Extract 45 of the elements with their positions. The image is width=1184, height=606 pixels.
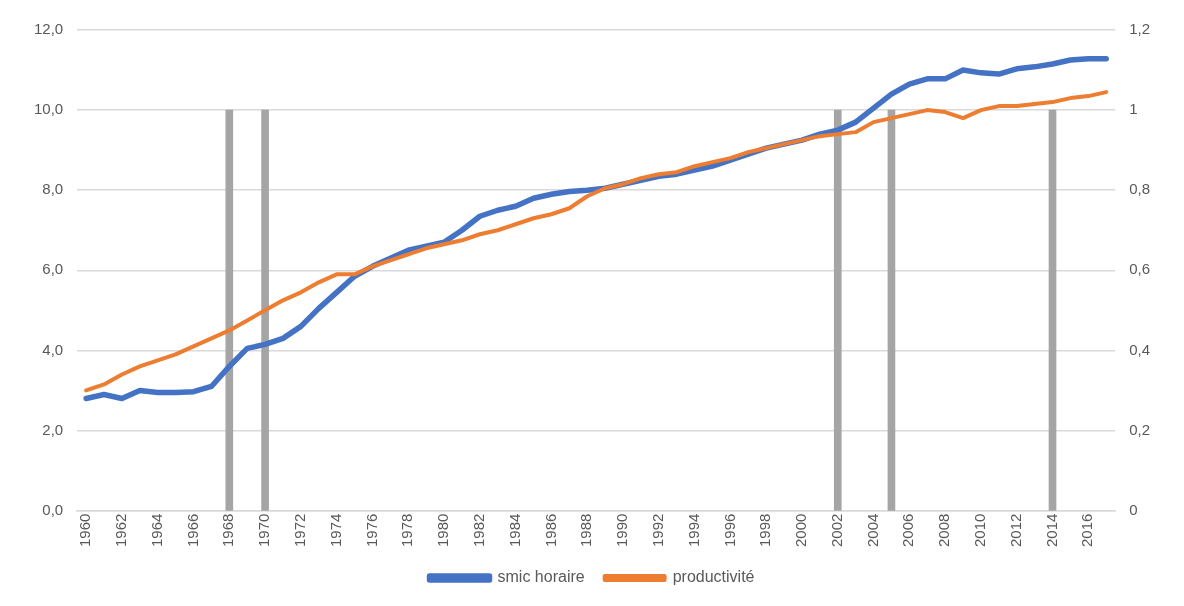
x-tick-label: 1992 (648, 513, 666, 548)
x-tick-label: 1998 (756, 513, 774, 548)
x-tick-label: 1970 (255, 513, 273, 548)
x-tick-label: 1990 (613, 513, 631, 548)
y2-tick-label: 1,2 (1129, 20, 1151, 38)
y-tick-label: 8,0 (42, 180, 64, 198)
y2-tick-label: 0,4 (1129, 340, 1151, 358)
x-tick-label: 1960 (76, 513, 94, 548)
y2-tick-label: 0,2 (1129, 420, 1151, 438)
x-tick-label: 2016 (1078, 513, 1096, 548)
y-tick-label: 6,0 (42, 260, 64, 278)
x-tick-label: 2002 (827, 513, 845, 548)
x-tick-label: 1968 (219, 513, 237, 548)
y-tick-label: 4,0 (42, 340, 64, 358)
y-tick-label: 0,0 (42, 500, 64, 518)
x-tick-label: 2010 (971, 513, 989, 548)
legend-label: smic horaire (497, 568, 585, 586)
x-tick-label: 1986 (541, 513, 559, 548)
x-tick-label: 1978 (398, 513, 416, 548)
x-tick-label: 1984 (505, 513, 523, 548)
x-tick-label: 2006 (899, 513, 917, 548)
x-tick-label: 1980 (434, 513, 452, 548)
y2-tick-label: 0,6 (1129, 260, 1151, 278)
x-tick-label: 1988 (577, 513, 595, 548)
x-tick-label: 1982 (469, 513, 487, 548)
x-tick-label: 2014 (1042, 513, 1060, 548)
x-tick-label: 1976 (362, 513, 380, 548)
x-tick-label: 2000 (792, 513, 810, 548)
y2-tick-label: 0 (1129, 500, 1138, 518)
x-tick-label: 1994 (684, 513, 702, 548)
y-tick-label: 2,0 (42, 420, 64, 438)
x-tick-label: 1996 (720, 513, 738, 548)
y-tick-label: 12,0 (33, 20, 64, 38)
x-tick-label: 2004 (863, 513, 881, 548)
legend-label: productivité (672, 568, 755, 586)
x-tick-label: 1962 (112, 513, 130, 548)
x-tick-label: 1972 (291, 513, 309, 548)
x-tick-label: 1974 (326, 513, 344, 548)
y-tick-label: 10,0 (33, 100, 64, 118)
x-tick-label: 1966 (183, 513, 201, 548)
x-tick-label: 2012 (1006, 513, 1024, 548)
y2-tick-label: 1 (1129, 100, 1138, 118)
x-tick-label: 2008 (935, 513, 953, 548)
x-tick-label: 1964 (147, 513, 165, 548)
y2-tick-label: 0,8 (1129, 180, 1151, 198)
